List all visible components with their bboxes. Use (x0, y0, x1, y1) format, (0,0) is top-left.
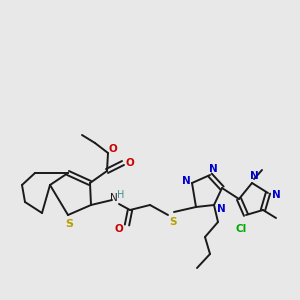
Text: S: S (169, 217, 177, 227)
Text: S: S (65, 219, 73, 229)
Text: O: O (126, 158, 134, 168)
Text: N: N (208, 164, 217, 174)
Text: N: N (110, 193, 118, 203)
Text: N: N (217, 204, 225, 214)
Text: H: H (117, 190, 125, 200)
Text: N: N (182, 176, 190, 186)
Text: O: O (109, 144, 117, 154)
Text: Cl: Cl (236, 224, 247, 234)
Text: N: N (272, 190, 280, 200)
Text: O: O (115, 224, 123, 234)
Text: N: N (250, 171, 258, 181)
